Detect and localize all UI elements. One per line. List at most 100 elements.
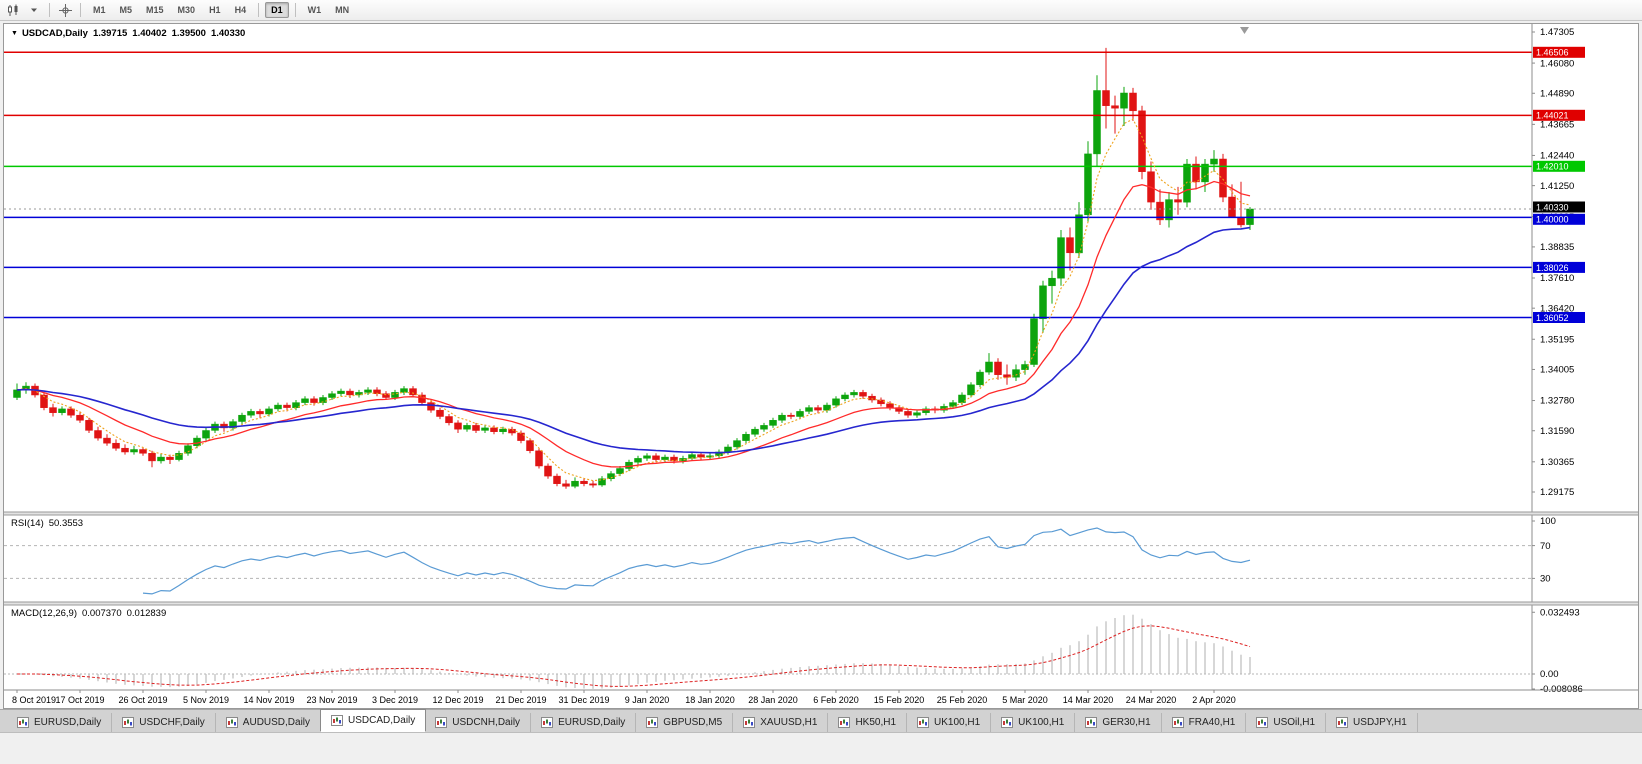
candle: [13, 383, 21, 400]
tab-ger30-h1[interactable]: GER30,H1: [1075, 713, 1162, 732]
candle: [103, 434, 111, 446]
chart-type-icon[interactable]: [5, 2, 23, 18]
candle: [1156, 189, 1164, 225]
tab-usdjpy-h1[interactable]: USDJPY,H1: [1326, 713, 1418, 732]
tab-uk100-h1[interactable]: UK100,H1: [991, 713, 1076, 732]
candle: [1021, 360, 1029, 375]
price-chart-svg[interactable]: 1.47305 1.46080 1.44890 1.43665 1.42440 1.412…: [4, 24, 1638, 708]
tab-hk50-h1[interactable]: HK50,H1: [828, 713, 908, 732]
candle: [688, 452, 696, 461]
tab-label: UK100,H1: [1018, 717, 1065, 728]
timeframe-button-mn[interactable]: MN: [335, 5, 350, 15]
price-tick-label: 1.42440: [1540, 151, 1574, 162]
price-tick-label: 1.31590: [1540, 426, 1574, 437]
candle: [607, 471, 615, 482]
timeframe-button-h4[interactable]: H4: [234, 5, 247, 15]
candle: [976, 369, 984, 388]
candle: [787, 412, 795, 420]
date-tick-label: 5 Mar 2020: [1002, 695, 1048, 705]
candle: [427, 400, 435, 413]
price-badge: 1.36052: [1533, 312, 1585, 323]
candle: [454, 420, 462, 433]
candle: [319, 395, 327, 406]
price-axis: 1.47305 1.46080 1.44890 1.43665 1.42440 1.412…: [1532, 27, 1574, 498]
tab-xauusd-h1[interactable]: XAUUSD,H1: [733, 713, 829, 732]
timeframe-button-d1[interactable]: D1: [265, 2, 289, 18]
chart-window: 1.47305 1.46080 1.44890 1.43665 1.42440 1.412…: [3, 23, 1639, 709]
candle: [67, 406, 75, 418]
svg-text:1.36052: 1.36052: [1536, 313, 1569, 323]
price-tick-label: 1.46080: [1540, 58, 1574, 69]
tab-usoil-h1[interactable]: USOil,H1: [1246, 713, 1327, 732]
candle: [895, 405, 903, 414]
tab-eurusd-daily[interactable]: EURUSD,Daily: [531, 713, 637, 732]
macd-axis-label: 0.00: [1540, 669, 1559, 680]
candle: [760, 422, 768, 432]
candle: [481, 425, 489, 433]
tab-fra40-h1[interactable]: FRA40,H1: [1162, 713, 1247, 732]
tab-audusd-daily[interactable]: AUDUSD,Daily: [216, 713, 322, 732]
candle: [346, 388, 354, 398]
candle: [949, 400, 957, 409]
candle: [139, 447, 147, 456]
rsi-axis-label: 70: [1540, 541, 1551, 552]
timeframe-button-m15[interactable]: M15: [146, 5, 164, 15]
price-tick-label: 1.47305: [1540, 27, 1574, 38]
candle: [562, 479, 570, 489]
candle: [796, 408, 804, 420]
candle: [1237, 181, 1245, 228]
toolbar-separator: [258, 3, 260, 17]
candle: [1147, 161, 1155, 210]
timeframe-button-w1[interactable]: W1: [307, 5, 322, 15]
price-tick-label: 1.35195: [1540, 335, 1574, 346]
rsi-axis-label: 100: [1540, 516, 1556, 527]
candle: [76, 411, 84, 423]
candle: [1066, 227, 1074, 271]
date-tick-label: 31 Dec 2019: [558, 695, 609, 705]
candle: [877, 397, 885, 407]
timeframe-button-m5[interactable]: M5: [119, 5, 133, 15]
chart-type-dropdown-icon[interactable]: [25, 2, 43, 18]
tab-usdcad-daily[interactable]: USDCAD,Daily: [320, 709, 427, 732]
panel-divider[interactable]: [4, 602, 1638, 605]
timeframe-button-m30[interactable]: M30: [177, 5, 196, 15]
candle: [643, 453, 651, 461]
candle: [166, 454, 174, 464]
crosshair-icon[interactable]: [56, 2, 74, 18]
chart-tab-icon: [331, 715, 344, 726]
date-tick-label: 3 Dec 2019: [372, 695, 418, 705]
panel-divider[interactable]: [4, 512, 1638, 515]
tab-usdchf-daily[interactable]: USDCHF,Daily: [112, 713, 216, 732]
chart-tab-icon: [435, 717, 448, 728]
candle: [157, 453, 165, 464]
top-toolbar: M1 M5 M15 M30 H1 H4 D1 W1 MN: [0, 0, 1642, 21]
chart-tab-icon: [17, 717, 29, 728]
candle: [1165, 192, 1173, 228]
tab-gbpusd-m5[interactable]: GBPUSD,M5: [636, 713, 734, 732]
candle: [1084, 141, 1092, 223]
candle: [121, 444, 129, 455]
price-tick-label: 1.43665: [1540, 120, 1574, 131]
tab-usdcnh-daily[interactable]: USDCNH,Daily: [425, 713, 532, 732]
candle: [175, 450, 183, 462]
price-tick-label: 1.29175: [1540, 487, 1574, 498]
candle: [1075, 202, 1083, 258]
date-tick-label: 28 Jan 2020: [748, 695, 798, 705]
candle: [589, 480, 597, 488]
candle: [814, 405, 822, 414]
candle: [805, 405, 813, 414]
tab-label: GER30,H1: [1102, 717, 1151, 728]
candle: [1039, 280, 1047, 333]
chart-tab-icon: [1001, 717, 1014, 728]
chart-shift-marker[interactable]: [1240, 27, 1249, 34]
tab-label: EURUSD,Daily: [34, 717, 102, 728]
tab-uk100-h1[interactable]: UK100,H1: [907, 713, 992, 732]
candle: [994, 358, 1002, 380]
timeframe-button-m1[interactable]: M1: [93, 5, 106, 15]
price-tick-label: 1.32780: [1540, 396, 1574, 407]
price-tick-label: 1.34005: [1540, 365, 1574, 376]
candle: [1120, 86, 1128, 126]
moving-average-line-5: [16, 118, 1251, 482]
timeframe-button-h1[interactable]: H1: [209, 5, 221, 15]
tab-eurusd-daily[interactable]: EURUSD,Daily: [7, 713, 113, 732]
